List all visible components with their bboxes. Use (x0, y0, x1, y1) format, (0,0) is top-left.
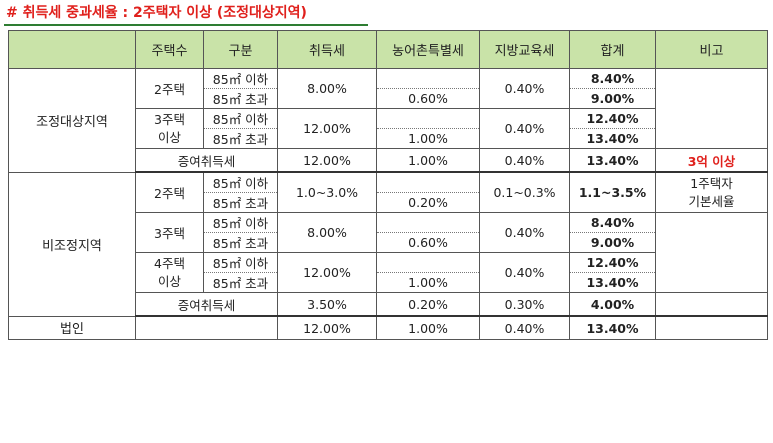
remarks-note: 3억 이상 (655, 148, 768, 173)
rural-rate: 1.00% (376, 128, 480, 149)
acq-rate: 12.00% (277, 148, 377, 173)
total-large: 9.00% (569, 232, 656, 253)
gift-tax-label: 증여취득세 (135, 292, 278, 317)
edu-rate: 0.30% (479, 292, 570, 317)
edu-rate: 0.40% (479, 108, 570, 149)
category-empty (135, 315, 278, 340)
rural-rate: 1.00% (376, 148, 480, 173)
area-small: 85㎡ 이하 (203, 212, 278, 233)
remarks-empty (655, 68, 768, 149)
rural-rate-empty (376, 68, 480, 89)
rural-rate: 0.60% (376, 88, 480, 109)
area-large: 85㎡ 초과 (203, 128, 278, 149)
edu-rate: 0.40% (479, 148, 570, 173)
total: 1.1~3.5% (569, 171, 656, 213)
region-corporate: 법인 (8, 315, 136, 340)
rural-rate: 1.00% (376, 272, 480, 293)
total: 13.40% (569, 148, 656, 173)
houses-3-line2: 이상 (157, 129, 181, 145)
header-cell-total: 합계 (569, 30, 656, 69)
total-small: 12.40% (569, 252, 656, 273)
edu-rate: 0.40% (479, 68, 570, 109)
houses-2: 2주택 (135, 68, 204, 109)
total: 4.00% (569, 292, 656, 317)
rural-rate: 0.20% (376, 292, 480, 317)
header-cell-houses: 주택수 (135, 30, 204, 69)
remarks-line2: 기본세율 (688, 193, 735, 209)
houses-3-line1: 3주택 (154, 111, 185, 127)
page-title: # 취득세 중과세율 : 2주택자 이상 (조정대상지역) (6, 5, 307, 21)
area-small: 85㎡ 이하 (203, 108, 278, 129)
rural-rate-empty (376, 252, 480, 273)
remarks-empty (655, 315, 768, 340)
total: 13.40% (569, 315, 656, 340)
acq-rate: 1.0~3.0% (277, 171, 377, 213)
total-large: 9.00% (569, 88, 656, 109)
rural-rate: 0.60% (376, 232, 480, 253)
header-cell-region (8, 30, 136, 69)
acq-rate: 8.00% (277, 68, 377, 109)
area-small: 85㎡ 이하 (203, 252, 278, 273)
area-large: 85㎡ 초과 (203, 88, 278, 109)
acq-rate: 3.50% (277, 292, 377, 317)
edu-rate: 0.40% (479, 212, 570, 253)
tax-rate-table: 주택수 구분 취득세 농어촌특별세 지방교육세 합계 비고 조정대상지역 2주택… (8, 30, 768, 340)
header-cell-education-tax: 지방교육세 (479, 30, 570, 69)
total-large: 13.40% (569, 128, 656, 149)
remarks-empty (655, 212, 768, 293)
remarks-line1: 1주택자 (690, 175, 733, 191)
header-cell-rural-tax: 농어촌특별세 (376, 30, 480, 69)
gift-tax-label: 증여취득세 (135, 148, 278, 173)
acq-rate: 12.00% (277, 108, 377, 149)
rural-rate-empty (376, 212, 480, 233)
area-large: 85㎡ 초과 (203, 232, 278, 253)
rural-rate-empty (376, 171, 480, 193)
edu-rate: 0.40% (479, 315, 570, 340)
acq-rate: 8.00% (277, 212, 377, 253)
total-small: 8.40% (569, 212, 656, 233)
houses-2: 2주택 (135, 171, 204, 213)
area-small: 85㎡ 이하 (203, 68, 278, 89)
header-cell-remarks: 비고 (655, 30, 768, 69)
rural-rate: 0.20% (376, 192, 480, 213)
area-large: 85㎡ 초과 (203, 272, 278, 293)
houses-4-line1: 4주택 (154, 255, 185, 271)
region-non-adjusted: 비조정지역 (8, 171, 136, 317)
header-cell-acquisition-tax: 취득세 (277, 30, 377, 69)
houses-3: 3주택 (135, 212, 204, 253)
rural-rate: 1.00% (376, 315, 480, 340)
area-small: 85㎡ 이하 (203, 171, 278, 193)
acq-rate: 12.00% (277, 252, 377, 293)
total-large: 13.40% (569, 272, 656, 293)
houses-4-line2: 이상 (157, 273, 181, 289)
rural-rate-empty (376, 108, 480, 129)
edu-rate: 0.40% (479, 252, 570, 293)
area-large: 85㎡ 초과 (203, 192, 278, 213)
title-underline (4, 24, 368, 26)
acq-rate: 12.00% (277, 315, 377, 340)
region-adjusted: 조정대상지역 (8, 68, 136, 173)
total-small: 8.40% (569, 68, 656, 89)
header-cell-category: 구분 (203, 30, 278, 69)
total-small: 12.40% (569, 108, 656, 129)
header-row: 주택수 구분 취득세 농어촌특별세 지방교육세 합계 비고 (8, 30, 768, 69)
edu-rate: 0.1~0.3% (479, 171, 570, 213)
remarks-empty (655, 292, 768, 317)
